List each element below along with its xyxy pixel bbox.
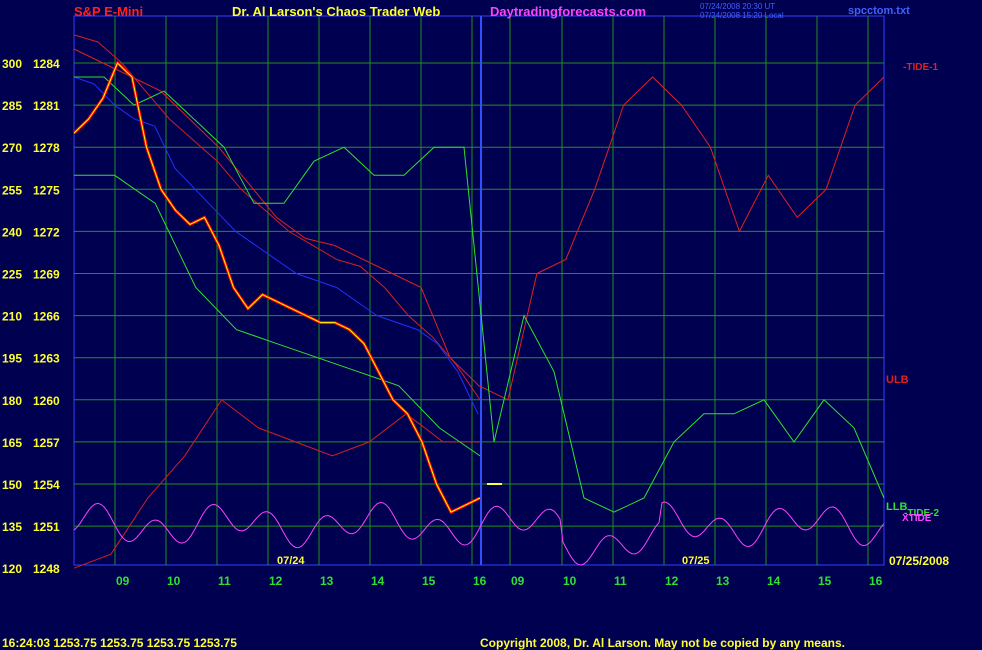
y-price-label: 1272	[33, 225, 60, 239]
x-tick-label: 16	[869, 574, 883, 588]
price-smooth-line	[73, 62, 481, 513]
date-label-2: 07/25	[682, 555, 710, 567]
y-price-label: 1269	[33, 268, 60, 282]
x-tick-label: 15	[422, 574, 436, 588]
tide2-label: -TIDE-2	[904, 508, 939, 519]
date-label-1: 07/24	[277, 555, 305, 567]
y-price-label: 1260	[33, 394, 60, 408]
x-tick-label: 10	[563, 574, 577, 588]
y-price-label: 1281	[33, 99, 60, 113]
ulb-label: ULB	[886, 374, 909, 386]
llb-line	[74, 174, 481, 457]
timestamp-ut: 07/24/2008 20:30 UT	[700, 2, 776, 11]
y-tick-label: 150	[2, 478, 22, 492]
y-tick-label: 195	[2, 352, 22, 366]
y-price-label: 1284	[33, 57, 60, 71]
y-tick-label: 135	[2, 520, 22, 534]
plot-frame	[73, 15, 885, 566]
x-tick-label: 09	[116, 574, 130, 588]
upper-band-line	[73, 34, 481, 401]
date-label-right: 07/25/2008	[889, 554, 950, 568]
y-tick-label: 255	[2, 183, 22, 197]
y-tick-label: 270	[2, 141, 22, 155]
y-price-label: 1263	[33, 352, 60, 366]
timestamp-local: 07/24/2008 15:20 Local	[700, 11, 784, 20]
y-tick-label: 300	[2, 57, 22, 71]
y-tick-label: 120	[2, 562, 22, 576]
x-tick-label: 13	[320, 574, 334, 588]
xtide-label: XTIDE	[902, 513, 932, 524]
y-tick-label: 285	[2, 99, 22, 113]
x-tick-label: 13	[716, 574, 730, 588]
y-price-label: 1278	[33, 141, 60, 155]
data-filename: spcctom.txt	[848, 5, 910, 17]
quote-readout: 16:24:03 1253.75 1253.75 1253.75 1253.75	[2, 636, 237, 650]
y-tick-label: 225	[2, 268, 22, 282]
y-price-label: 1248	[33, 562, 60, 576]
chart-title: Dr. Al Larson's Chaos Trader Web	[232, 4, 441, 19]
site-link[interactable]: Daytradingforecasts.com	[490, 4, 647, 19]
copyright-notice: Copyright 2008, Dr. Al Larson. May not b…	[480, 636, 845, 650]
y-price-label: 1275	[33, 183, 60, 197]
x-tick-label: 11	[614, 574, 627, 588]
y-price-label: 1266	[33, 310, 60, 324]
y-tick-label: 210	[2, 310, 22, 324]
x-tick-label: 15	[818, 574, 832, 588]
y-price-label: 1254	[33, 478, 60, 492]
y-tick-label: 180	[2, 394, 22, 408]
x-tick-label: 10	[167, 574, 181, 588]
ulb-line	[73, 399, 480, 569]
x-tick-label: 09	[511, 574, 525, 588]
y-tick-label: 165	[2, 436, 22, 450]
tide1-label: -TIDE-1	[903, 62, 938, 73]
x-tick-label: 12	[665, 574, 679, 588]
x-tick-label: 12	[269, 574, 283, 588]
y-price-label: 1251	[33, 520, 60, 534]
blue-average-line	[73, 76, 479, 415]
tide2-line	[74, 76, 885, 513]
y-price-label: 1257	[33, 436, 60, 450]
x-tick-label: 14	[767, 574, 781, 588]
x-tick-label: 16	[473, 574, 487, 588]
tide1-line	[73, 48, 885, 401]
y-tick-label: 240	[2, 225, 22, 239]
x-tick-label: 14	[371, 574, 385, 588]
xtide-line	[73, 501, 885, 566]
instrument-title: S&P E-Mini	[74, 4, 144, 19]
price-line	[72, 60, 481, 515]
llb-label: LLB	[886, 501, 908, 513]
x-tick-label: 11	[218, 574, 231, 588]
